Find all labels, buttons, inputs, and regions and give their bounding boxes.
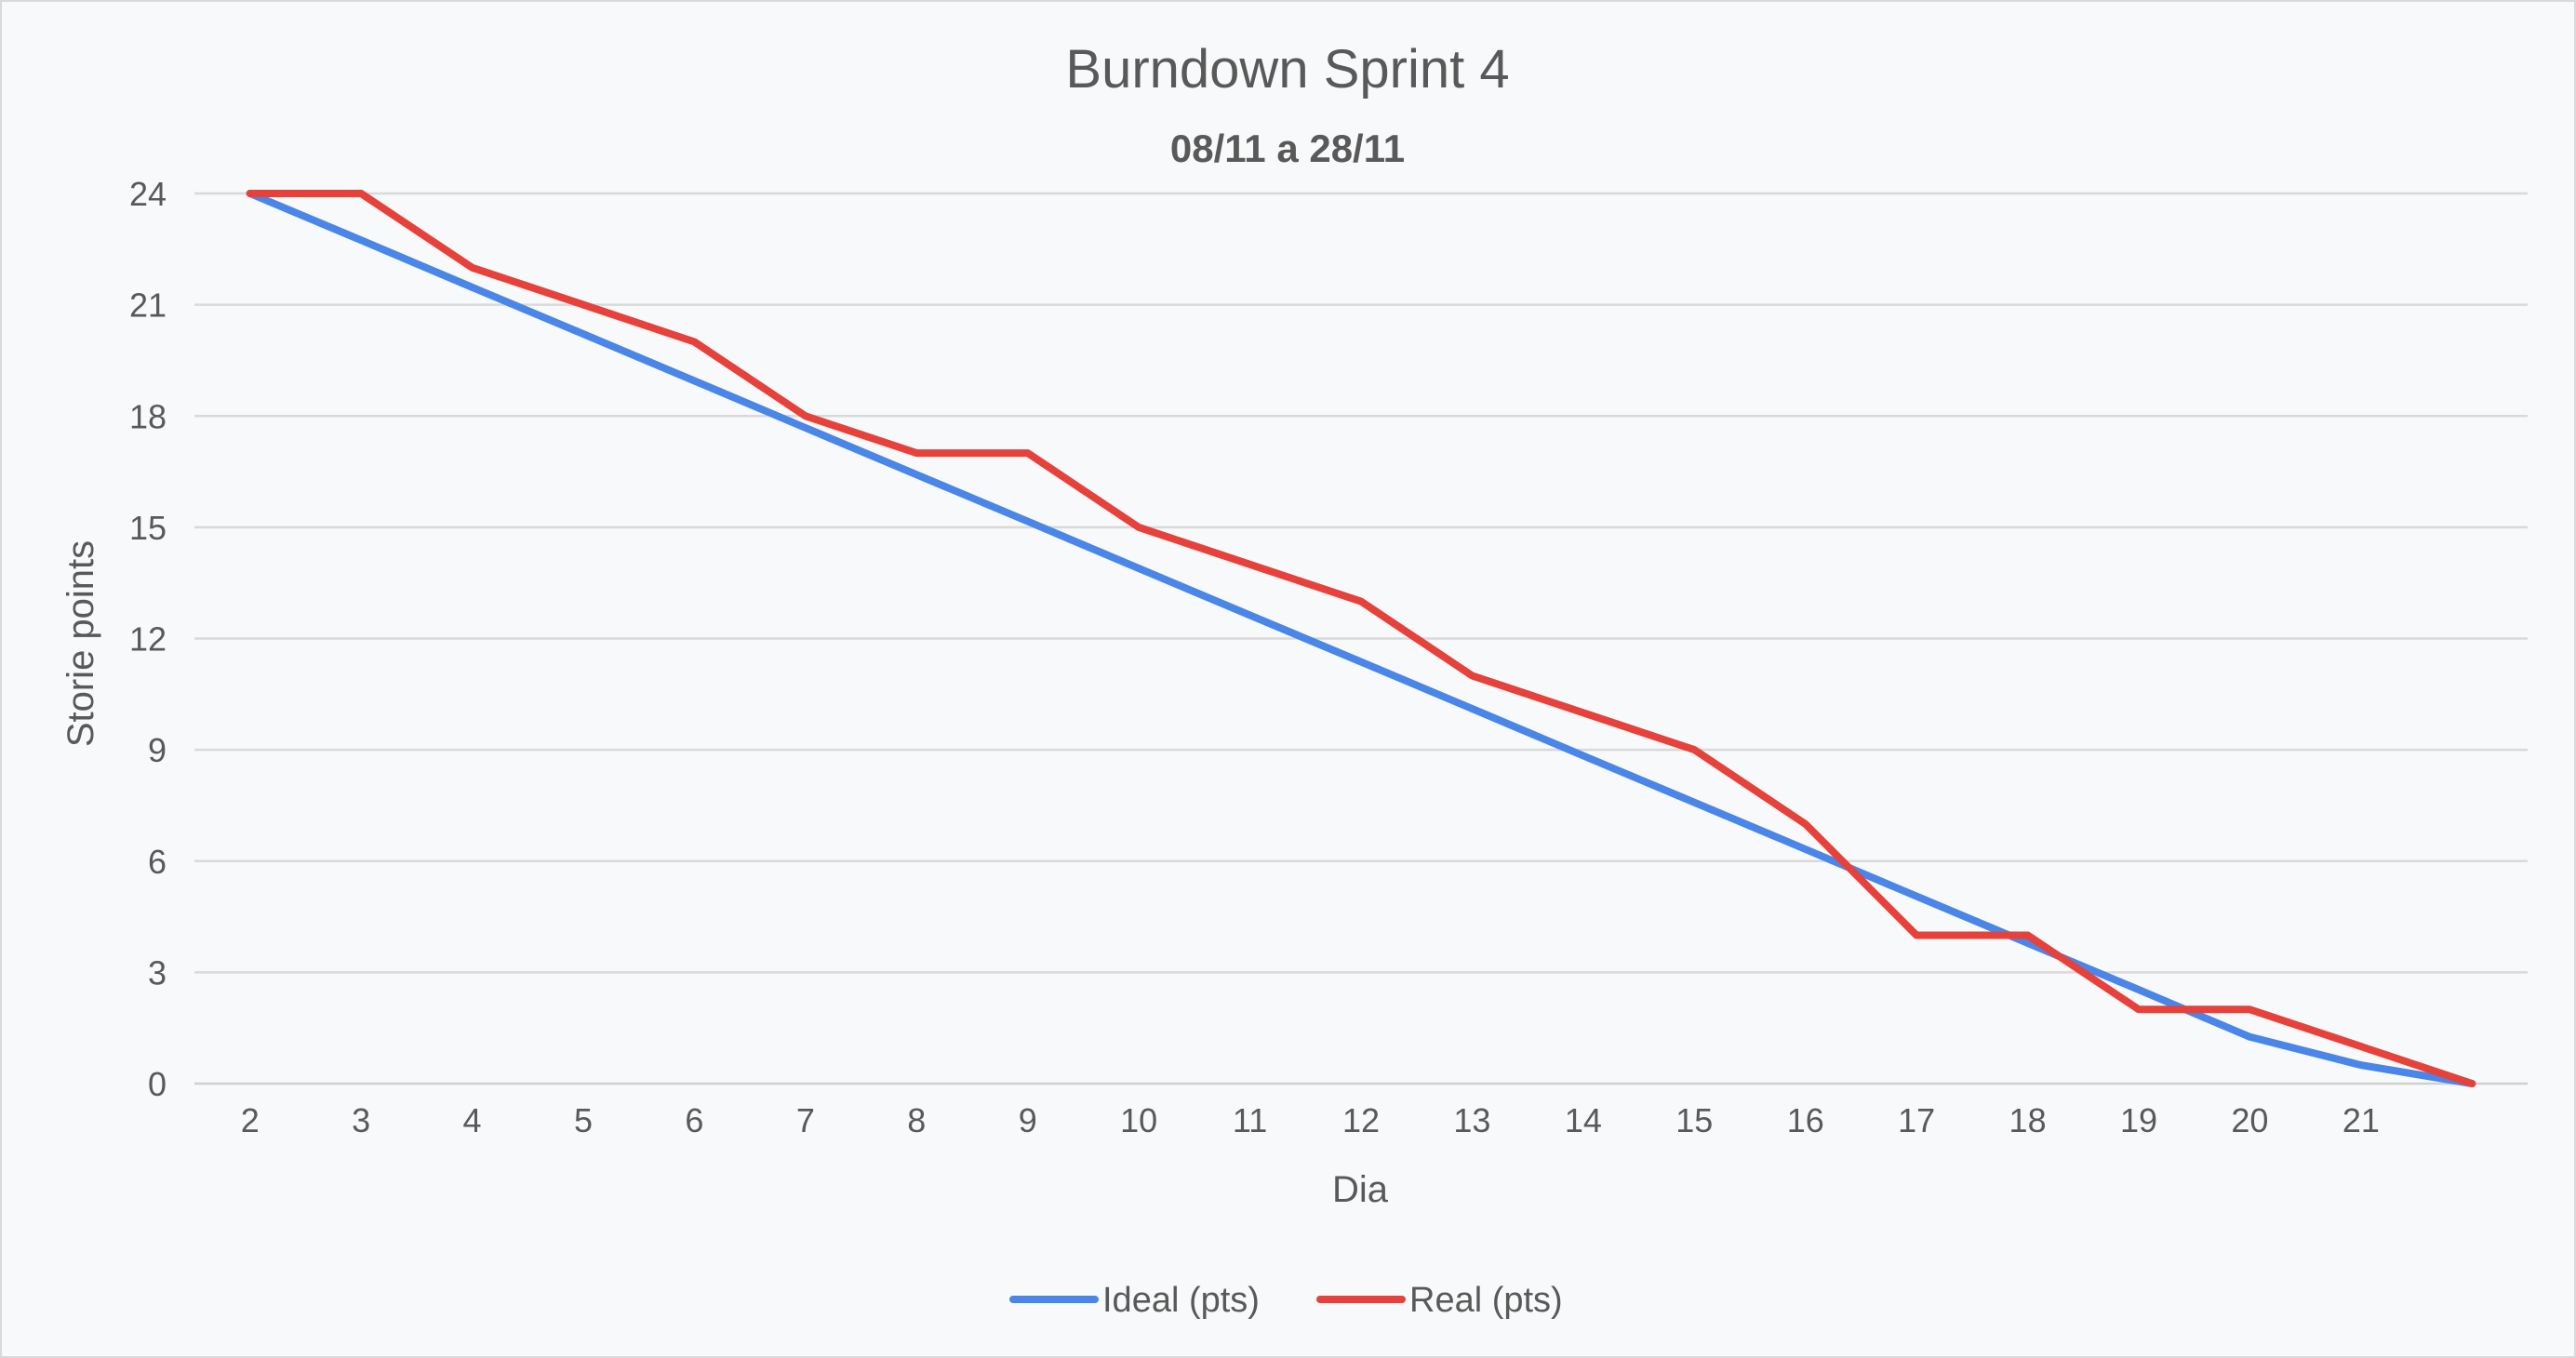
x-tick-label: 15 bbox=[1675, 1101, 1713, 1139]
y-axis-ticks: 0 3 6 9 12 15 18 21 24 bbox=[129, 175, 167, 1103]
x-tick-label: 18 bbox=[2009, 1101, 2047, 1139]
x-tick-label: 9 bbox=[1019, 1101, 1037, 1139]
x-tick-label: 2 bbox=[241, 1101, 260, 1139]
x-axis-ticks: 2 3 4 5 6 7 8 9 10 11 12 13 14 15 16 17 18 19 20 21 bbox=[241, 1101, 2380, 1139]
x-tick-label: 21 bbox=[2342, 1101, 2380, 1139]
x-tick-label: 8 bbox=[907, 1101, 926, 1139]
y-axis-label: Storie points bbox=[60, 540, 101, 747]
x-axis-label: Dia bbox=[1332, 1169, 1389, 1210]
legend: Ideal (pts) Real (pts) bbox=[1009, 1281, 1563, 1320]
legend-label-ideal: Ideal (pts) bbox=[1102, 1281, 1260, 1320]
series-line-real bbox=[246, 190, 2476, 1087]
x-tick-label: 20 bbox=[2231, 1101, 2268, 1139]
legend-label-real: Real (pts) bbox=[1409, 1281, 1563, 1320]
x-tick-label: 17 bbox=[1898, 1101, 1935, 1139]
y-tick-label: 0 bbox=[148, 1065, 167, 1103]
y-tick-label: 21 bbox=[129, 286, 167, 325]
grid-lines bbox=[194, 192, 2528, 1085]
chart-title: Burndown Sprint 4 bbox=[1065, 39, 1509, 100]
x-tick-label: 6 bbox=[685, 1101, 703, 1139]
x-tick-label: 14 bbox=[1565, 1101, 1602, 1139]
x-tick-label: 11 bbox=[1233, 1101, 1267, 1139]
x-tick-label: 16 bbox=[1787, 1101, 1824, 1139]
x-tick-label: 7 bbox=[796, 1101, 815, 1139]
y-tick-label: 15 bbox=[129, 509, 167, 547]
y-tick-label: 24 bbox=[129, 175, 167, 213]
y-tick-label: 12 bbox=[129, 620, 167, 659]
x-tick-label: 13 bbox=[1453, 1101, 1490, 1139]
y-tick-label: 6 bbox=[148, 843, 167, 881]
chart-subtitle: 08/11 a 28/11 bbox=[1170, 126, 1405, 170]
x-tick-label: 12 bbox=[1342, 1101, 1380, 1139]
x-tick-label: 4 bbox=[463, 1101, 482, 1139]
y-tick-label: 18 bbox=[129, 397, 167, 435]
series-lines bbox=[246, 190, 2476, 1087]
y-tick-label: 3 bbox=[148, 953, 167, 992]
x-tick-label: 10 bbox=[1120, 1101, 1157, 1139]
x-tick-label: 3 bbox=[352, 1101, 370, 1139]
series-line-ideal bbox=[246, 190, 2476, 1087]
x-tick-label: 19 bbox=[2120, 1101, 2157, 1139]
y-tick-label: 9 bbox=[148, 731, 167, 769]
x-tick-label: 5 bbox=[574, 1101, 593, 1139]
